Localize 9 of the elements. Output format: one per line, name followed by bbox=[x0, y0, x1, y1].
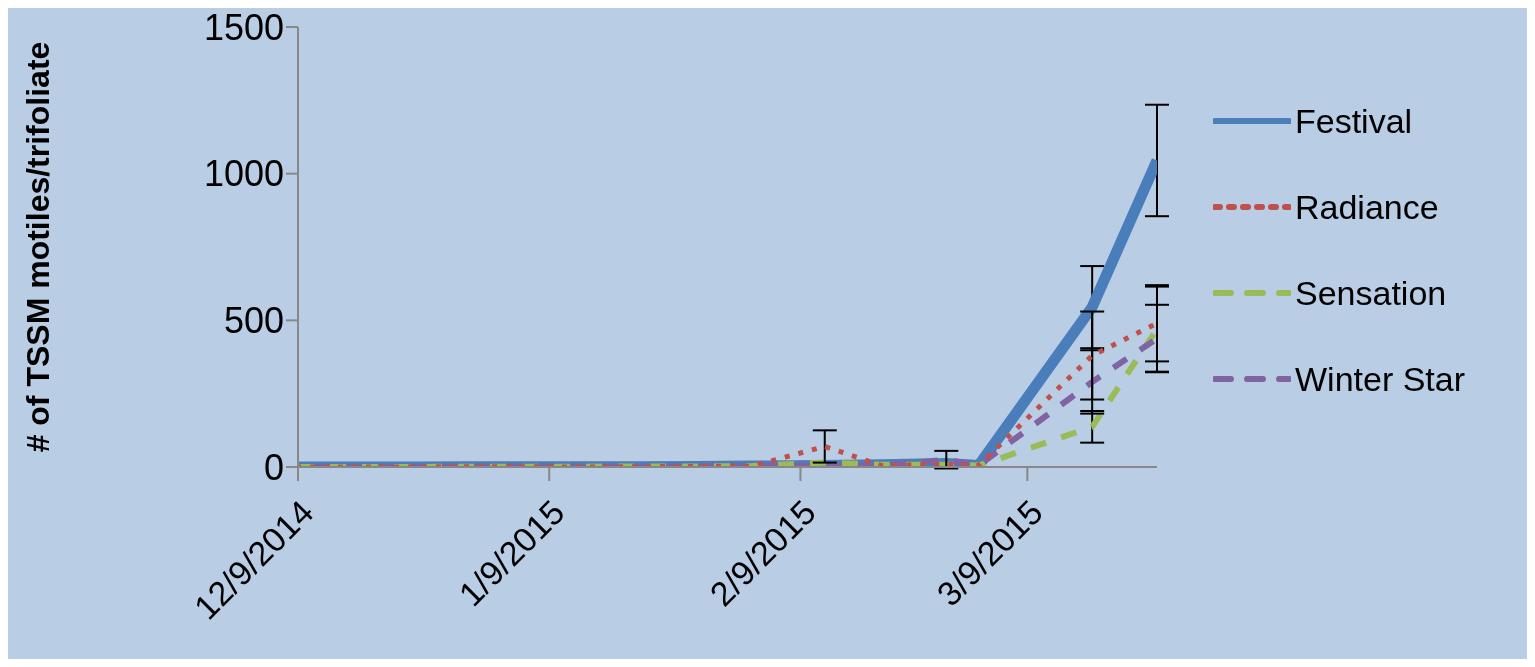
legend-label: Festival bbox=[1295, 101, 1413, 141]
y-tick-label: 500 bbox=[223, 300, 284, 342]
y-tick-label: 1000 bbox=[203, 153, 284, 195]
legend-label: Winter Star bbox=[1295, 359, 1466, 399]
y-tick-label: 0 bbox=[263, 446, 284, 488]
y-axis-title: # of TSSM motiles/trifoliate bbox=[20, 41, 57, 453]
legend-label: Sensation bbox=[1295, 273, 1447, 313]
y-tick-label: 1500 bbox=[203, 6, 284, 48]
legend-label: Radiance bbox=[1295, 187, 1439, 227]
